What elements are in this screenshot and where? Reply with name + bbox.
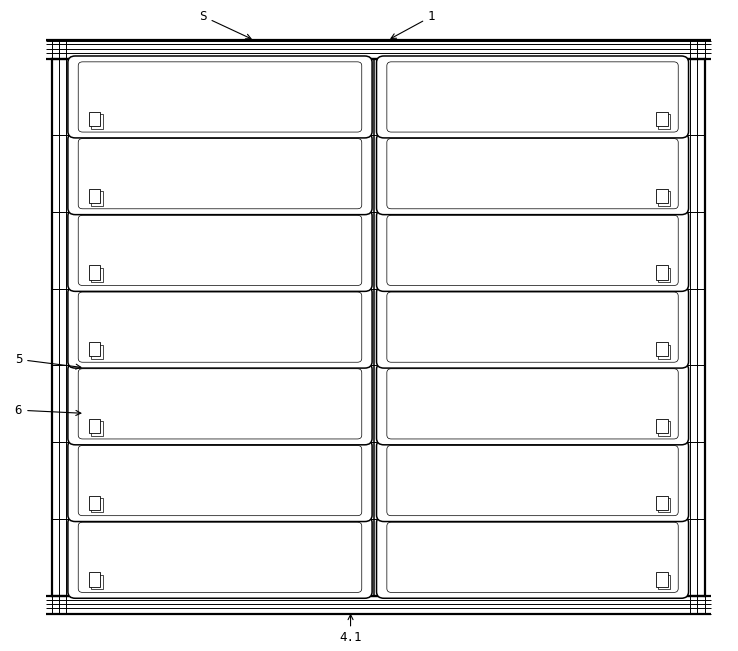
Bar (656, 572, 668, 587)
Bar (91, 575, 103, 589)
Bar (656, 419, 668, 433)
Bar (658, 268, 670, 283)
Bar (91, 268, 103, 283)
FancyBboxPatch shape (68, 286, 372, 368)
Text: 5: 5 (15, 353, 81, 369)
Bar (656, 112, 668, 126)
Bar (656, 342, 668, 356)
Bar (656, 495, 668, 510)
FancyBboxPatch shape (68, 56, 372, 138)
Bar (656, 266, 668, 280)
Text: S: S (199, 10, 251, 39)
Bar (89, 112, 100, 126)
Bar (89, 419, 100, 433)
Bar (91, 498, 103, 512)
Bar (89, 495, 100, 510)
Bar (91, 344, 103, 359)
FancyBboxPatch shape (376, 439, 689, 521)
FancyBboxPatch shape (68, 133, 372, 215)
Bar (89, 266, 100, 280)
FancyBboxPatch shape (376, 516, 689, 598)
Bar (656, 189, 668, 203)
Bar (91, 191, 103, 206)
Bar (658, 575, 670, 589)
Bar (658, 115, 670, 129)
FancyBboxPatch shape (376, 363, 689, 445)
Bar (658, 498, 670, 512)
Text: 4.1: 4.1 (339, 615, 362, 644)
Bar (89, 572, 100, 587)
FancyBboxPatch shape (68, 210, 372, 292)
FancyBboxPatch shape (68, 516, 372, 598)
Bar (89, 342, 100, 356)
Bar (658, 421, 670, 436)
Text: 6: 6 (15, 404, 81, 417)
Text: 1: 1 (391, 10, 435, 38)
Bar (658, 191, 670, 206)
FancyBboxPatch shape (376, 210, 689, 292)
Bar (91, 421, 103, 436)
FancyBboxPatch shape (376, 133, 689, 215)
FancyBboxPatch shape (376, 56, 689, 138)
FancyBboxPatch shape (68, 439, 372, 521)
Bar (91, 115, 103, 129)
Bar (89, 189, 100, 203)
FancyBboxPatch shape (68, 363, 372, 445)
FancyBboxPatch shape (376, 286, 689, 368)
Bar (658, 344, 670, 359)
